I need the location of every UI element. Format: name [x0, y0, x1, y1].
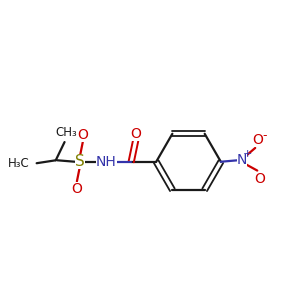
Text: O: O [253, 133, 264, 147]
Text: CH₃: CH₃ [55, 126, 77, 139]
Text: -: - [262, 129, 267, 142]
Text: NH: NH [96, 155, 117, 169]
Text: +: + [243, 149, 252, 159]
Text: S: S [75, 154, 85, 169]
Text: O: O [254, 172, 265, 186]
Text: O: O [71, 182, 82, 196]
Text: H₃C: H₃C [8, 157, 29, 170]
Text: O: O [130, 127, 141, 141]
Text: O: O [77, 128, 88, 142]
Text: N: N [237, 153, 247, 167]
